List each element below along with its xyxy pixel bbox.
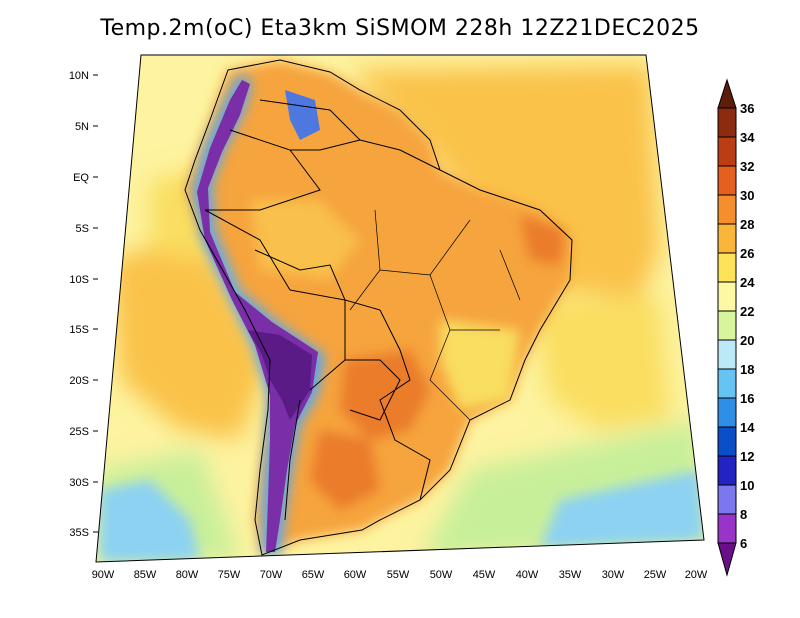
colorbar-label: 16: [740, 391, 754, 406]
longitude-label: 90W: [92, 569, 115, 581]
colorbar-segment: [717, 223, 737, 254]
colorbar-segment: [717, 513, 737, 544]
longitude-label: 45W: [473, 569, 496, 581]
map-title: Temp.2m(oC) Eta3km SiSMOM 228h 12Z21DEC2…: [100, 16, 700, 41]
latitude-label: 30S: [69, 477, 98, 489]
argentina-chile-border: [284, 399, 301, 521]
longitude-label: 70W: [260, 569, 283, 581]
longitude-label: 75W: [218, 569, 241, 581]
andes-highlands-core: [197, 80, 318, 552]
longitude-label: 65W: [302, 569, 325, 581]
colorbar-label: 12: [740, 449, 754, 464]
peru-border: [204, 209, 291, 291]
colorbar-segment: [717, 252, 737, 283]
colorbar-top-arrow: [717, 78, 737, 109]
longitude-label: 20W: [685, 569, 708, 581]
map-frame: [95, 54, 705, 563]
latitude-label: 10N: [69, 70, 98, 82]
atlantic-warm-zone: [350, 65, 660, 300]
colorbar-label: 18: [740, 362, 754, 377]
svg-text:10S: 10S: [69, 274, 89, 286]
latitude-axis: 10N 5N EQ 5S 10S 15S 20S 25S: [69, 70, 98, 539]
colorbar: 36 34 32 30 28 26 24 22 20 18 16 14 12 1…: [717, 78, 755, 577]
longitude-label: 60W: [344, 569, 367, 581]
latitude-label: 5S: [76, 223, 98, 235]
longitude-label: 85W: [134, 569, 157, 581]
altiplano-core: [248, 330, 312, 420]
colorbar-label: 22: [740, 304, 754, 319]
longitude-axis: 90W 85W 80W 75W 70W 65W 60W 55W 50W 45W …: [92, 569, 708, 581]
latitude-label: 5N: [75, 121, 98, 133]
latitude-label: 35S: [69, 527, 98, 539]
bolivia-border: [289, 289, 346, 391]
southeast-mild-zone: [440, 320, 520, 410]
svg-text:20S: 20S: [69, 375, 89, 387]
guianas-border: [359, 139, 441, 171]
political-borders: [184, 59, 573, 556]
longitude-label: 40W: [516, 569, 539, 581]
colombia-highlands: [285, 90, 320, 140]
colorbar-segment: [717, 339, 737, 370]
latitude-label: 25S: [69, 426, 98, 438]
colorbar-label: 24: [740, 275, 755, 290]
colorbar-label: 14: [740, 420, 755, 435]
colorbar-segment: [717, 310, 737, 341]
colorbar-label: 8: [740, 507, 747, 522]
longitude-label: 80W: [176, 569, 199, 581]
longitude-label: 25W: [644, 569, 667, 581]
colorbar-segment: [717, 397, 737, 428]
svg-text:EQ: EQ: [73, 172, 89, 184]
latitude-label: 20S: [69, 375, 98, 387]
longitude-label: 30W: [602, 569, 625, 581]
longitude-label: 50W: [430, 569, 453, 581]
atlantic-mild-zone: [530, 300, 670, 430]
colorbar-label: 6: [740, 536, 747, 551]
brazil-state-lines: [349, 209, 521, 421]
latitude-label: 15S: [69, 324, 98, 336]
colorbar-label: 30: [740, 188, 754, 203]
latitude-label: 10S: [69, 274, 98, 286]
brazil-border: [254, 249, 431, 501]
south-atlantic-cold-zone: [540, 470, 704, 548]
colorbar-segment: [717, 368, 737, 399]
longitude-label: 35W: [559, 569, 582, 581]
colorbar-label: 36: [740, 101, 754, 116]
colorbar-label: 26: [740, 246, 754, 261]
colorbar-segment: [717, 426, 737, 457]
colorbar-segment: [717, 455, 737, 486]
colorbar-bottom-arrow: [717, 542, 737, 577]
colorbar-segment: [717, 194, 737, 225]
latitude-label: EQ: [73, 172, 98, 184]
colorbar-label: 34: [740, 130, 755, 145]
south-pacific-cold-zone: [100, 480, 200, 562]
colorbar-segment: [717, 136, 737, 167]
temperature-field: [96, 55, 704, 562]
paraguay-border: [345, 359, 401, 421]
colorbar-label: 10: [740, 478, 754, 493]
svg-text:25S: 25S: [69, 426, 89, 438]
svg-text:5S: 5S: [76, 223, 89, 235]
argentina-hot-zone: [310, 430, 380, 510]
svg-text:10N: 10N: [69, 70, 89, 82]
colombia-border: [205, 129, 321, 211]
northeast-hot-zone: [520, 215, 565, 265]
colorbar-segment: [717, 484, 737, 515]
colorbar-segment: [717, 281, 737, 312]
svg-text:30S: 30S: [69, 477, 89, 489]
svg-text:5N: 5N: [75, 121, 89, 133]
svg-text:15S: 15S: [69, 324, 89, 336]
colorbar-label: 32: [740, 159, 754, 174]
colorbar-segment: [717, 107, 737, 138]
longitude-label: 55W: [387, 569, 410, 581]
svg-text:35S: 35S: [69, 527, 89, 539]
colorbar-label: 28: [740, 217, 754, 232]
colorbar-label: 20: [740, 333, 754, 348]
south-america-coastline: [184, 59, 573, 556]
colorbar-segment: [717, 165, 737, 196]
